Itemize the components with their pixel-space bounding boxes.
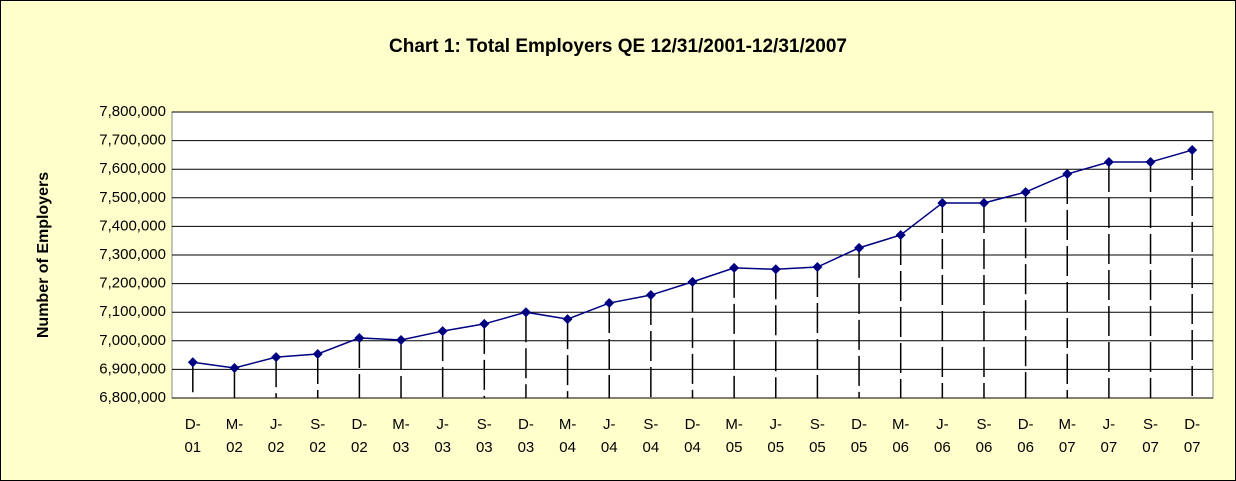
x-tick-label: 04 (643, 439, 660, 456)
x-tick-label: 04 (684, 439, 701, 456)
x-tick-label: J- (936, 416, 949, 433)
x-tick-label: D- (1018, 416, 1034, 433)
x-tick-label: 07 (1184, 439, 1201, 456)
x-tick-label: 06 (934, 439, 951, 456)
x-tick-label: 07 (1142, 439, 1159, 456)
y-tick-label: 7,500,000 (99, 189, 166, 206)
x-tick-label: S- (1143, 416, 1158, 433)
x-tick-label: D- (1184, 416, 1200, 433)
data-point (978, 197, 989, 208)
x-tick-label: 05 (767, 439, 784, 456)
x-tick-label: S- (810, 416, 825, 433)
data-point (229, 362, 240, 373)
x-tick-label: 02 (309, 439, 326, 456)
x-tick-label: J- (1103, 416, 1116, 433)
x-tick-label: 06 (976, 439, 993, 456)
x-tick-label: J- (603, 416, 616, 433)
data-point (354, 332, 365, 343)
x-tick-label: M- (559, 416, 577, 433)
x-tick-label: 05 (851, 439, 868, 456)
x-tick-label: 02 (226, 439, 243, 456)
data-point (562, 314, 573, 325)
data-point (479, 318, 490, 329)
x-tick-label: M- (226, 416, 244, 433)
x-tick-label: D- (185, 416, 201, 433)
x-tick-label: 06 (1017, 439, 1034, 456)
y-axis-title: Number of Employers (35, 172, 52, 338)
chart-title: Chart 1: Total Employers QE 12/31/2001-1… (389, 36, 847, 57)
data-point (687, 276, 698, 287)
data-point (1062, 169, 1073, 180)
data-point (1020, 187, 1031, 198)
x-tick-label: J- (770, 416, 783, 433)
x-tick-label: S- (310, 416, 325, 433)
y-tick-label: 6,900,000 (99, 360, 166, 377)
x-tick-label: 02 (351, 439, 368, 456)
x-tick-label: J- (270, 416, 283, 433)
y-tick-label: 7,300,000 (99, 246, 166, 263)
x-tick-label: 03 (393, 439, 410, 456)
data-point (1145, 157, 1156, 168)
data-point (604, 298, 615, 309)
data-point (312, 348, 323, 359)
x-tick-label: M- (892, 416, 910, 433)
x-tick-label: 02 (268, 439, 285, 456)
y-tick-label: 6,800,000 (99, 389, 166, 406)
x-tick-label: 04 (601, 439, 618, 456)
x-tick-label: 04 (559, 439, 576, 456)
x-tick-label: 05 (809, 439, 826, 456)
x-tick-label: 06 (892, 439, 909, 456)
x-tick-label: D- (518, 416, 534, 433)
x-tick-label: 03 (434, 439, 451, 456)
x-tick-label: 03 (518, 439, 535, 456)
y-tick-label: 7,700,000 (99, 132, 166, 149)
y-tick-label: 7,800,000 (99, 103, 166, 120)
x-tick-label: 07 (1101, 439, 1118, 456)
x-tick-label: J- (436, 416, 449, 433)
data-point (854, 242, 865, 253)
data-point (1103, 157, 1114, 168)
x-tick-label: 07 (1059, 439, 1076, 456)
x-tick-label: 05 (726, 439, 743, 456)
data-point (937, 197, 948, 208)
data-point (895, 229, 906, 240)
x-tick-label: M- (725, 416, 743, 433)
data-point (520, 307, 531, 318)
x-tick-label: S- (976, 416, 991, 433)
x-tick-label: D- (851, 416, 867, 433)
data-point (187, 357, 198, 368)
y-tick-label: 7,100,000 (99, 303, 166, 320)
data-point (645, 290, 656, 301)
x-tick-label: M- (392, 416, 410, 433)
data-point (1187, 145, 1198, 156)
data-point (437, 326, 448, 337)
x-tick-label: 01 (184, 439, 201, 456)
x-tick-label: M- (1059, 416, 1077, 433)
data-point (729, 262, 740, 273)
x-tick-label: S- (477, 416, 492, 433)
x-tick-label: D- (685, 416, 701, 433)
data-point (812, 262, 823, 273)
y-tick-label: 7,200,000 (99, 275, 166, 292)
data-point (271, 352, 282, 363)
y-tick-label: 7,600,000 (99, 160, 166, 177)
x-tick-label: 03 (476, 439, 493, 456)
x-tick-label: S- (643, 416, 658, 433)
x-tick-label: D- (351, 416, 367, 433)
y-tick-label: 7,000,000 (99, 332, 166, 349)
y-tick-label: 7,400,000 (99, 217, 166, 234)
data-point (396, 334, 407, 345)
data-point (770, 264, 781, 275)
